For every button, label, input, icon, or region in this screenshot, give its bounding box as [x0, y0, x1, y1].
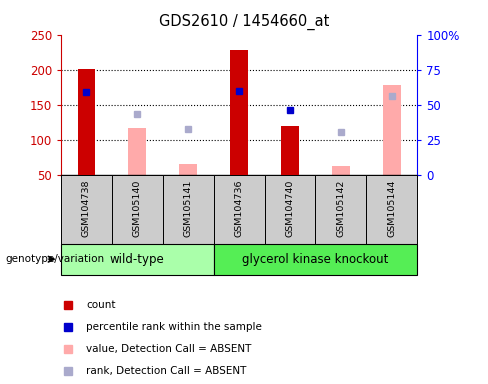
- Text: value, Detection Call = ABSENT: value, Detection Call = ABSENT: [86, 344, 251, 354]
- Text: count: count: [86, 300, 116, 310]
- Text: GSM105141: GSM105141: [183, 179, 193, 237]
- Bar: [214, 244, 417, 275]
- Bar: [163, 175, 214, 244]
- Bar: [332, 166, 350, 175]
- Text: GSM105140: GSM105140: [133, 179, 142, 237]
- Bar: [366, 175, 417, 244]
- Bar: [214, 175, 264, 244]
- Bar: [383, 85, 401, 175]
- Bar: [264, 175, 315, 244]
- Bar: [281, 126, 299, 175]
- Text: genotype/variation: genotype/variation: [5, 254, 104, 264]
- Bar: [78, 69, 95, 175]
- Bar: [230, 50, 248, 175]
- Text: percentile rank within the sample: percentile rank within the sample: [86, 322, 262, 332]
- Bar: [179, 164, 197, 175]
- Bar: [61, 244, 214, 275]
- Text: GDS2610 / 1454660_at: GDS2610 / 1454660_at: [159, 13, 329, 30]
- Text: rank, Detection Call = ABSENT: rank, Detection Call = ABSENT: [86, 366, 246, 376]
- Text: GSM105142: GSM105142: [336, 179, 346, 237]
- Bar: [315, 175, 366, 244]
- Bar: [128, 128, 146, 175]
- Bar: [112, 175, 163, 244]
- Text: wild-type: wild-type: [110, 253, 165, 266]
- Text: GSM105144: GSM105144: [387, 179, 396, 237]
- Text: GSM104740: GSM104740: [285, 179, 295, 237]
- Bar: [61, 175, 112, 244]
- Text: glycerol kinase knockout: glycerol kinase knockout: [242, 253, 388, 266]
- Text: GSM104738: GSM104738: [82, 179, 91, 237]
- Text: GSM104736: GSM104736: [235, 179, 244, 237]
